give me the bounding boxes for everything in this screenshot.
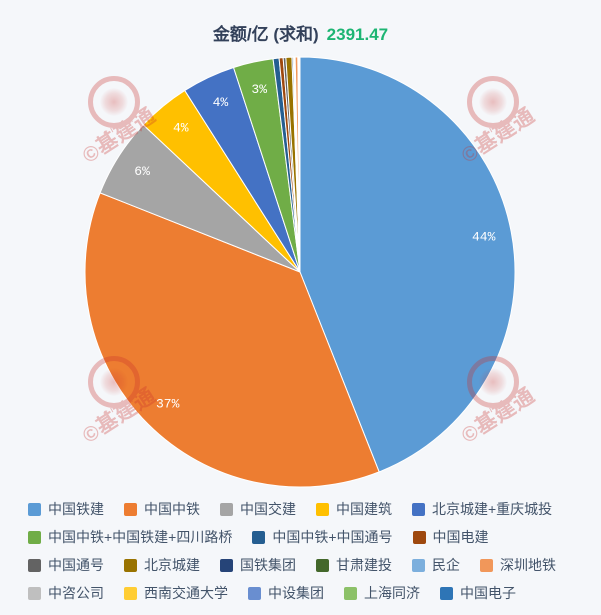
legend-swatch-icon (480, 559, 493, 572)
legend-swatch-icon (252, 531, 266, 544)
slice-label: 4% (173, 120, 189, 135)
chart-legend: 中国铁建 中国中铁 中国交建 中国建筑 北京城建+重庆城投 中国中铁+中国铁建+四川路桥中… (28, 501, 588, 613)
legend-label: 中国铁建 (48, 501, 104, 517)
legend-label: 甘肃建投 (336, 557, 392, 573)
legend-item-4[interactable]: 北京城建+重庆城投 (412, 501, 552, 518)
legend-label: 中国中铁+中国通号 (272, 529, 393, 545)
legend-label: 中国电建 (432, 529, 489, 545)
legend-swatch-icon (124, 587, 137, 600)
legend-swatch-icon (412, 531, 426, 544)
legend-label: 国铁集团 (240, 557, 296, 573)
legend-label: 中国建筑 (336, 501, 392, 517)
legend-label: 中咨公司 (48, 585, 104, 601)
legend-item-17[interactable]: 上海同济 (344, 585, 420, 602)
legend-swatch-icon (440, 587, 453, 600)
legend-item-13[interactable]: 深圳地铁 (480, 557, 556, 574)
legend-swatch-icon (412, 559, 425, 572)
legend-item-18[interactable]: 中国电子 (440, 585, 516, 602)
legend-label: 民企 (432, 557, 460, 573)
legend-label: 上海同济 (364, 585, 420, 601)
legend-swatch-icon (124, 559, 137, 572)
legend-swatch-icon (220, 503, 233, 516)
legend-swatch-icon (124, 503, 137, 516)
legend-label: 北京城建 (144, 557, 200, 573)
legend-item-10[interactable]: 国铁集团 (220, 557, 296, 574)
legend-label: 中国中铁+中国铁建+四川路桥 (48, 529, 233, 545)
legend-item-6[interactable]: 中国中铁+中国通号 (252, 529, 393, 546)
legend-item-0[interactable]: 中国铁建 (28, 501, 104, 518)
legend-item-12[interactable]: 民企 (412, 557, 460, 574)
legend-swatch-icon (316, 503, 329, 516)
legend-swatch-icon (28, 559, 41, 572)
chart-total-value: 2391.47 (326, 25, 389, 44)
slice-label: 44% (472, 229, 496, 244)
legend-item-11[interactable]: 甘肃建投 (316, 557, 392, 574)
legend-swatch-icon (412, 503, 425, 516)
slice-label: 37% (156, 397, 180, 412)
legend-item-16[interactable]: 中设集团 (248, 585, 324, 602)
legend-swatch-icon (28, 531, 41, 544)
legend-item-7[interactable]: 中国电建 (412, 529, 489, 546)
legend-label: 中国交建 (240, 501, 296, 517)
slice-label: 6% (134, 164, 150, 179)
legend-item-8[interactable]: 中国通号 (28, 557, 104, 574)
legend-label: 中设集团 (268, 585, 324, 601)
legend-label: 北京城建+重庆城投 (432, 501, 553, 517)
legend-row: 中咨公司 西南交通大学 中设集团 上海同济 中国电子 (28, 585, 588, 602)
legend-item-9[interactable]: 北京城建 (124, 557, 200, 574)
slice-label: 3% (251, 82, 267, 97)
legend-label: 中国通号 (48, 557, 104, 573)
legend-label: 中国电子 (460, 585, 516, 601)
legend-row: 中国通号 北京城建 国铁集团 甘肃建投 民企 深圳地铁 (28, 557, 588, 574)
legend-label: 深圳地铁 (500, 557, 556, 573)
legend-label: 中国中铁 (144, 501, 200, 517)
legend-row: 中国铁建 中国中铁 中国交建 中国建筑 北京城建+重庆城投 (28, 501, 588, 518)
legend-swatch-icon (316, 559, 329, 572)
legend-item-1[interactable]: 中国中铁 (124, 501, 200, 518)
chart-header: 金额/亿 (求和) 2391.47 (0, 20, 601, 45)
pie-slice-0[interactable] (299, 56, 516, 473)
legend-item-3[interactable]: 中国建筑 (316, 501, 392, 518)
legend-item-14[interactable]: 中咨公司 (28, 585, 104, 602)
legend-swatch-icon (28, 587, 41, 600)
legend-row: 中国中铁+中国铁建+四川路桥 中国中铁+中国通号 中国电建 (28, 529, 588, 546)
chart-title: 金额/亿 (求和) (212, 25, 319, 44)
pie-slice-1[interactable] (84, 192, 380, 488)
slice-label: 4% (213, 95, 229, 110)
legend-swatch-icon (248, 587, 261, 600)
legend-item-15[interactable]: 西南交通大学 (124, 585, 228, 602)
legend-label: 西南交通大学 (144, 585, 228, 601)
legend-item-5[interactable]: 中国中铁+中国铁建+四川路桥 (28, 529, 232, 546)
legend-swatch-icon (220, 559, 233, 572)
legend-swatch-icon (28, 503, 41, 516)
legend-item-2[interactable]: 中国交建 (220, 501, 296, 518)
legend-swatch-icon (344, 587, 357, 600)
